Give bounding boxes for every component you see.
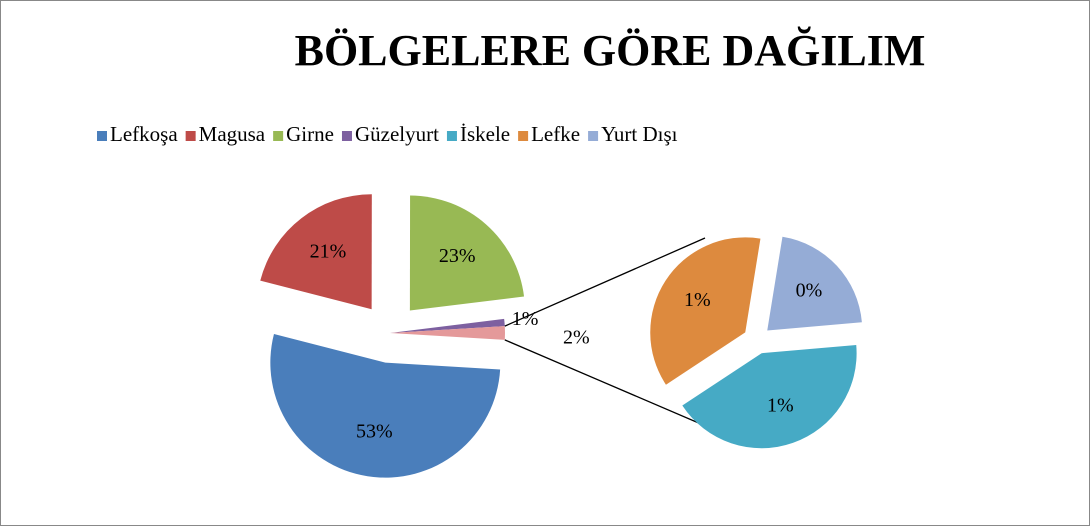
- pie-slice: [390, 318, 505, 333]
- pie-slice: [650, 237, 761, 385]
- legend-label: İskele: [460, 122, 510, 146]
- legend-label: Güzelyurt: [355, 122, 439, 146]
- data-label: 1%: [684, 289, 711, 311]
- legend-label: Lefkoşa: [110, 122, 178, 146]
- pie-slice: [409, 195, 525, 311]
- data-label: 21%: [310, 240, 347, 262]
- pie-slice-other: [390, 326, 505, 340]
- legend-swatch: [518, 131, 529, 141]
- pie-slice: [270, 334, 501, 478]
- connector-line: [504, 339, 723, 434]
- legend-label: Yurt Dışı: [601, 122, 678, 146]
- chart-title: BÖLGELERE GÖRE DAĞILIM: [295, 26, 926, 75]
- legend-swatch: [185, 131, 196, 141]
- legend-swatch: [273, 131, 284, 141]
- data-label: 0%: [796, 279, 823, 301]
- connector-line: [504, 237, 706, 327]
- legend-swatch: [97, 131, 107, 141]
- data-label: 23%: [439, 245, 476, 267]
- legend-label: Lefke: [531, 122, 580, 146]
- legend-label: Magusa: [199, 122, 266, 146]
- legend-swatch: [341, 131, 352, 141]
- legend-label: Girne: [286, 122, 334, 146]
- data-label: 1%: [512, 308, 539, 330]
- data-label: 53%: [356, 421, 393, 443]
- pie-slice: [767, 236, 862, 331]
- pie-slice: [682, 344, 857, 449]
- data-label: 1%: [767, 395, 794, 417]
- pie-slice: [260, 194, 372, 310]
- legend-swatch: [446, 131, 457, 141]
- data-label: 2%: [563, 327, 590, 349]
- legend-swatch: [588, 131, 599, 141]
